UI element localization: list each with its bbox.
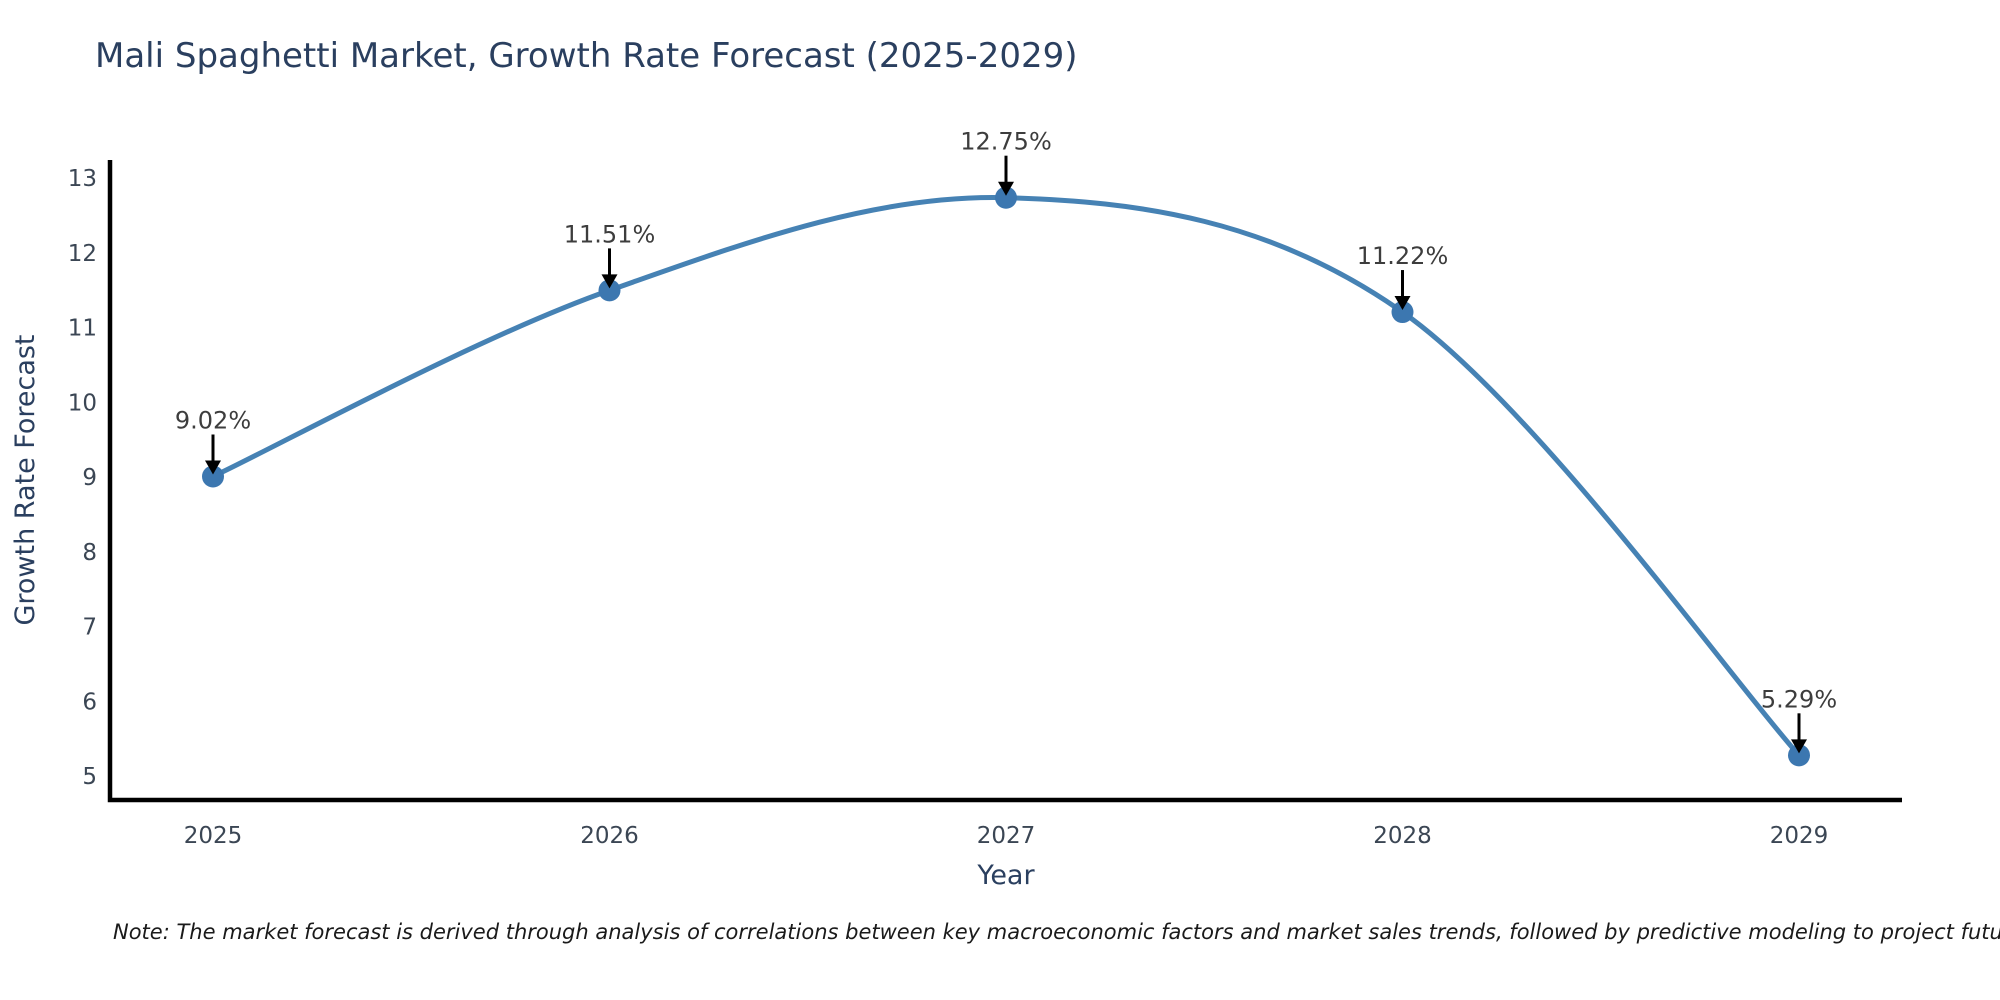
x-tick-label: 2027 [977,823,1036,849]
y-tick-label: 10 [68,390,97,416]
x-tick-label: 2029 [1770,823,1829,849]
y-axis-title: Growth Rate Forecast [10,334,41,625]
point-value-label: 5.29% [1761,685,1837,713]
axis-lines [107,160,1902,803]
chart-title: Mali Spaghetti Market, Growth Rate Forec… [95,36,1078,76]
y-tick-label: 7 [82,615,97,641]
annotation-arrow-head [1394,296,1411,311]
x-tick-label: 2026 [580,823,639,849]
x-axis-title: Year [976,860,1035,891]
y-tick-label: 5 [82,764,97,790]
data-point-2028 [1391,301,1414,324]
data-point-2026 [598,279,621,302]
point-value-label: 9.02% [175,407,251,435]
x-tick-label: 2028 [1373,823,1432,849]
forecast-line [210,195,1802,758]
annotation-arrow-head [998,181,1014,196]
y-tick-label: 6 [82,689,97,715]
point-value-label: 11.22% [1357,242,1449,270]
point-value-label: 12.75% [960,128,1052,156]
y-tick-label: 8 [82,540,97,566]
point-value-label: 11.51% [564,220,656,248]
y-tick-label: 13 [68,166,97,192]
annotation-arrow-head [205,460,221,475]
y-tick-label: 9 [82,465,97,491]
annotation-arrow-head [601,274,618,289]
y-tick-label: 11 [68,316,97,342]
footnote: Note: The market forecast is derived thr… [113,920,2000,944]
data-point-2025 [202,465,224,488]
data-point-2027 [995,186,1017,209]
x-tick-label: 2025 [184,823,243,849]
annotation-arrow-head [1791,739,1807,754]
data-point-2029 [1788,744,1810,767]
y-tick-label: 12 [68,241,97,267]
